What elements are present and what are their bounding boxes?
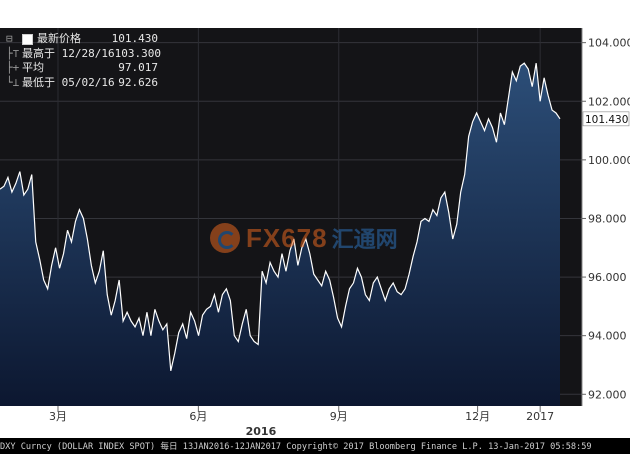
legend-value-last: 101.430 [111,32,158,45]
low-marker-icon: └⊥ [6,75,20,89]
watermark-text: FX678 [246,222,328,253]
legend-row-high: ├⊤ 最高于 12/28/16 103.300 [6,46,161,62]
y-tick-label: 94.000 [588,330,627,343]
price-line [0,62,561,371]
watermark-text-cn: 汇通网 [331,228,398,253]
x-tick-label: 12月 [465,410,490,423]
y-tick-label: 96.000 [588,271,627,284]
x-axis-ticks: 3月 6月 9月 12月 2017 2016 [49,406,554,438]
area-fill [0,63,560,406]
legend-value-avg: 97.017 [118,61,158,74]
legend: ⊟ 最新价格 101.430 ├⊤ 最高于 12/28/16 103.300 ├+ 平… [6,32,161,91]
legend-row-last: ⊟ 最新价格 101.430 [6,32,158,47]
legend-label-avg: 平均 [22,61,44,74]
legend-label-high: 最高于 12/28/16 [22,46,115,60]
x-tick-label: 3月 [49,410,67,423]
last-value-label: 101.430 [585,114,628,126]
watermark-logo: FX678 汇通网 [210,222,398,254]
right-axis-background [582,28,630,406]
high-marker-icon: ├⊤ [6,46,20,60]
collapse-icon[interactable]: ⊟ [6,32,13,45]
y-tick-label: 102.000 [588,95,630,108]
x-tick-label: 9月 [330,410,348,423]
fx678-logo-icon [210,223,240,253]
y-tick-label: 92.000 [588,388,627,401]
legend-row-avg: ├+ 平均 97.017 [6,61,158,76]
x-tick-label: 6月 [189,410,207,423]
footer-bar: DXY Curncy (DOLLAR INDEX SPOT) 每日 13JAN2… [0,440,630,454]
legend-swatch [22,34,33,45]
y-axis-ticks: 104.000 102.000 100.000 98.000 96.000 94.000 9… [582,37,630,401]
legend-label-low: 最低于 05/02/16 [22,75,115,89]
footer-ticker: DXY Curncy (DOLLAR INDEX SPOT) [0,442,156,452]
legend-value-low: 92.626 [118,75,158,89]
footer-date-range: 13JAN2016-12JAN2017 [182,442,282,452]
last-value-box [582,111,630,127]
footer-timestamp: 13-Jan-2017 05:58:59 [488,442,592,452]
x-year-label: 2016 [246,425,277,438]
legend-value-high: 103.300 [114,46,161,60]
footer-copyright: Copyright© 2017 Bloomberg Finance L.P. [286,442,483,452]
y-tick-label: 100.000 [588,154,630,167]
average-marker-icon: ├+ [6,61,20,74]
x-tick-label: 2017 [526,410,554,423]
y-tick-label: 104.000 [588,37,630,50]
y-tick-label: 98.000 [588,212,627,225]
legend-row-low: └⊥ 最低于 05/02/16 92.626 [6,76,158,91]
footer-frequency: 每日 [160,442,178,452]
legend-label-last: 最新价格 [37,32,81,45]
last-value-marker: 101.430 [582,111,630,127]
footer-background [0,438,630,454]
